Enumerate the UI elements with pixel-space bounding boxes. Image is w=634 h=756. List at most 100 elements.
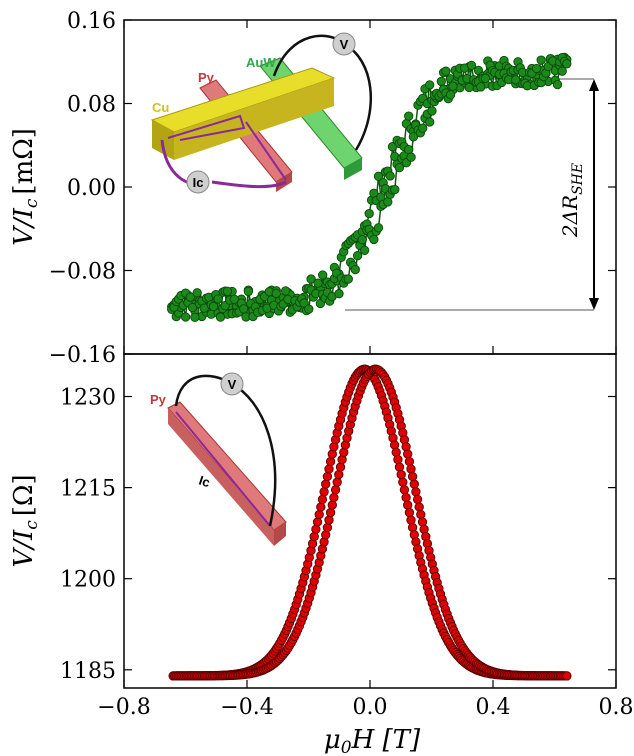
top-data-point: [239, 304, 249, 314]
top-data-point: [215, 312, 226, 322]
top-data-point: [359, 245, 370, 255]
inset-top-device: V Ic Cu Py AuW: [150, 32, 373, 194]
bottom-data-point: [398, 477, 408, 487]
xlabel: μ0H [T]: [324, 725, 421, 756]
top-ytick-label: −0.16: [49, 343, 116, 368]
inset-v-circle-bottom: [220, 372, 244, 396]
inset-cu-label: Cu: [152, 100, 169, 115]
top-data-point: [318, 270, 328, 280]
bottom-ytick-label: 1200: [60, 568, 116, 593]
inset-ic-circle: [186, 170, 210, 194]
bottom-data-point: [393, 454, 403, 465]
bottom-data-point: [330, 485, 341, 495]
top-data-point: [404, 144, 414, 155]
bottom-data-point: [325, 507, 336, 518]
top-data-point: [406, 152, 416, 162]
inset-v-circle: [332, 32, 356, 56]
bottom-ytick-label: 1185: [60, 659, 116, 684]
top-data-point: [364, 208, 374, 219]
top-data-point: [404, 111, 414, 121]
inset-py-bar-bottom: [167, 401, 287, 531]
annotation-label: 2ΔRSHE: [558, 163, 586, 238]
inset-py-label: Py: [198, 70, 215, 85]
bottom-data-point: [316, 502, 326, 512]
top-data-point: [394, 162, 405, 173]
inset-v-label-bottom: V: [228, 377, 237, 392]
top-data-point: [304, 304, 314, 314]
bottom-data-point: [403, 500, 413, 510]
bottom-data-point: [312, 517, 323, 527]
bottom-data-point: [322, 522, 333, 533]
axis-ticks: 0.16 0.08 0.00 −0.08 −0.16 1230 1215 1200 1185 −0…: [49, 9, 634, 720]
top-data-point: [334, 289, 344, 299]
xtick-label: 0.0: [353, 695, 388, 720]
inset-ic-label-bottom: Ic: [197, 473, 212, 491]
top-data-point: [425, 117, 435, 127]
xtick-label: 0.8: [599, 695, 634, 720]
top-data-point: [536, 55, 546, 65]
bottom-data-point: [407, 471, 418, 482]
bottom-data-point: [406, 515, 416, 525]
annotation-arrow-head-down: [589, 298, 599, 310]
bottom-data-point: [332, 477, 342, 487]
top-data-point: [448, 81, 458, 91]
top-data-point: [352, 251, 363, 261]
top-data-point: [357, 235, 367, 245]
bottom-data-point: [324, 515, 334, 525]
annotation-2drshe: 2ΔRSHE: [345, 78, 599, 311]
inset-bottom-device: V Py Ic: [150, 372, 287, 546]
top-data-point: [208, 301, 219, 312]
top-data-point: [229, 294, 240, 304]
bottom-data-point: [416, 509, 426, 520]
top-data-point: [222, 286, 233, 296]
top-data-point: [557, 66, 567, 76]
top-data-point: [243, 286, 254, 297]
bottom-data-point: [412, 494, 423, 505]
inset-auw-label: AuW: [246, 55, 276, 70]
bottom-ylabel: V/Ic[Ω]: [9, 474, 42, 567]
top-data-point: [306, 274, 316, 284]
annotation-arrow-head-up: [589, 79, 599, 91]
bottom-data-point: [322, 471, 333, 482]
bottom-series: [168, 364, 572, 681]
top-ytick-label: 0.00: [67, 176, 116, 201]
bottom-ytick-label: 1230: [60, 386, 116, 411]
bottom-data-point: [399, 485, 410, 495]
top-data-point: [418, 123, 428, 133]
top-ytick-label: 0.08: [67, 93, 116, 118]
bottom-data-point: [406, 464, 416, 474]
bottom-data-point: [327, 500, 337, 510]
bottom-data-point: [401, 492, 411, 503]
top-data-point: [192, 288, 202, 298]
top-ytick-label: 0.16: [67, 9, 116, 34]
top-data-point: [464, 82, 474, 93]
bottom-data-point: [314, 509, 324, 520]
top-data-point: [552, 79, 563, 90]
bottom-data-point: [404, 456, 415, 467]
top-data-point: [213, 294, 223, 304]
bottom-data-point: [562, 671, 572, 681]
top-data-point: [271, 288, 281, 299]
top-ylabel: V/Ic[mΩ]: [9, 128, 42, 246]
bottom-data-point: [414, 502, 424, 512]
bottom-data-point: [335, 462, 346, 472]
top-data-point: [373, 223, 384, 233]
bottom-data-point: [394, 462, 405, 472]
top-data-point: [385, 171, 395, 181]
bottom-data-point: [404, 507, 415, 518]
top-data-point: [185, 292, 195, 302]
top-data-point: [390, 184, 400, 195]
bottom-data-point: [317, 494, 328, 505]
top-data-point: [445, 90, 456, 100]
bottom-data-point: [409, 479, 419, 489]
bottom-data-point: [321, 479, 331, 489]
xtick-label: −0.4: [220, 695, 273, 720]
top-data-point: [190, 312, 200, 322]
top-data-point: [511, 75, 521, 85]
top-data-point: [280, 286, 291, 296]
top-data-point: [427, 106, 437, 116]
bottom-data-point: [319, 487, 329, 497]
top-data-point: [476, 82, 486, 92]
top-data-point: [436, 76, 446, 87]
